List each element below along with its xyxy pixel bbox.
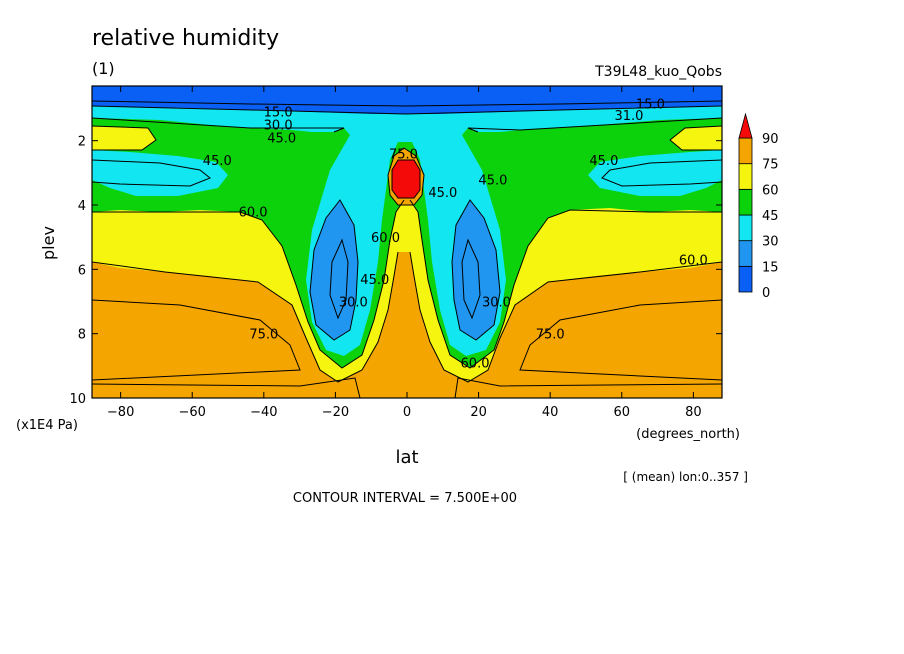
contour-line-30-south-tongue [92, 159, 211, 187]
contour-line-45-upper [92, 125, 722, 151]
contour-label: 45.0 [360, 273, 389, 288]
contour-line-15-upper [92, 100, 722, 107]
y-tick-label: 6 [78, 263, 86, 278]
fill-band-15-30-south-core [310, 200, 358, 340]
fill-band-15-30-north-core [452, 200, 500, 340]
contour-label: 30.0 [482, 296, 511, 311]
panel-label: (1) [92, 59, 115, 78]
x-tick-label: 20 [470, 405, 487, 420]
x-tick-label: 0 [403, 405, 411, 420]
contour-line-45-south [92, 199, 405, 369]
y-tick-label: 8 [78, 328, 86, 343]
colorbar-swatch [738, 214, 753, 242]
contour-label: 75.0 [249, 328, 278, 343]
contour-label: 60.0 [461, 357, 490, 372]
x-tick-label: −80 [107, 405, 134, 420]
colorbar-swatch [738, 137, 753, 165]
colorbar-label: 30 [762, 235, 779, 250]
contour-line-30-south-core [309, 199, 359, 341]
fill-band-45-60 [92, 86, 722, 368]
contour-line-75-lower [92, 299, 722, 381]
contour-label: 60.0 [239, 205, 268, 220]
experiment-label: T39L48_kuo_Qobs [594, 64, 722, 80]
contour-label: 15.0 [636, 98, 665, 113]
chart-title: relative humidity [92, 26, 279, 51]
contour-label: 15.0 [264, 106, 293, 121]
contour-line-30-north-tongue [601, 159, 722, 187]
x-axis-title: lat [395, 447, 418, 468]
contour-line-90 [391, 159, 421, 199]
colorbar-swatch [738, 188, 753, 216]
colorbar-label: 45 [762, 209, 779, 224]
contour-line-75-near-surface [92, 377, 722, 398]
y-axis-title: plev [39, 226, 58, 260]
x-tick-label: −60 [179, 405, 206, 420]
y-axis: 2 4 6 8 10 [69, 135, 722, 407]
contour-lines [92, 100, 722, 398]
contour-line-15 [92, 105, 722, 115]
y-tick-label: 2 [78, 135, 86, 150]
fill-band-90-plus [392, 160, 420, 198]
contour-interval-note: CONTOUR INTERVAL = 7.500E+00 [293, 491, 517, 506]
colorbar-label: 90 [762, 132, 779, 147]
x-tick-label: −40 [250, 405, 277, 420]
contour-labels: 15.030.045.031.015.045.0 45.075.045.045.0… [203, 98, 708, 372]
colorbar-swatch [738, 240, 753, 267]
fill-band-60-75-south-wedge [92, 126, 156, 150]
colorbar-label: 75 [762, 158, 779, 173]
fill-band-60-75-north-wedge [670, 126, 722, 150]
contour-line-30-north-core [451, 199, 501, 341]
x-tick-label: −20 [322, 405, 349, 420]
contour-label: 60.0 [371, 231, 400, 246]
contour-label: 30.0 [339, 296, 368, 311]
y-tick-label: 4 [78, 199, 86, 214]
colorbar-swatch [738, 163, 753, 190]
fill-band-30-45 [92, 86, 722, 356]
colorbar-extend-arrow [738, 112, 753, 139]
contour-label: 45.0 [267, 131, 296, 146]
contour-line-15-north-core [461, 238, 481, 320]
fill-band-0-15 [92, 86, 722, 114]
contour-line-30 [92, 117, 722, 133]
colorbar-label: 15 [762, 260, 779, 275]
contour-label: 45.0 [589, 154, 618, 169]
contour-label: 75.0 [389, 148, 418, 163]
colorbar-label: 60 [762, 183, 779, 198]
contour-line-15-south-core [329, 238, 349, 320]
contour-line-45-north [409, 199, 722, 369]
y-axis-unit: (x1E4 Pa) [16, 418, 78, 433]
colorbar-swatch [738, 265, 753, 293]
contour-label: 31.0 [614, 109, 643, 124]
contour-label: 45.0 [478, 173, 507, 188]
contour-line-60 [92, 251, 722, 383]
contour-line-75-equatorial [387, 147, 425, 206]
x-axis-unit: (degrees_north) [636, 427, 740, 442]
contour-field [92, 86, 722, 398]
colorbar: 0 15 30 45 60 75 90 [738, 112, 779, 301]
average-note: [ (mean) lon:0..357 ] [623, 470, 748, 484]
contour-label: 45.0 [203, 154, 232, 169]
x-tick-label: 60 [613, 405, 630, 420]
contour-label: 60.0 [679, 254, 708, 269]
x-tick-label: 40 [542, 405, 559, 420]
x-tick-label: 80 [685, 405, 702, 420]
contour-label: 30.0 [264, 119, 293, 134]
x-axis: −80 −60 −40 −20 0 20 40 60 80 [107, 86, 702, 420]
y-tick-label: 10 [69, 392, 86, 407]
colorbar-label: 0 [762, 286, 770, 301]
contour-label: 45.0 [428, 186, 457, 201]
contour-label: 75.0 [536, 328, 565, 343]
